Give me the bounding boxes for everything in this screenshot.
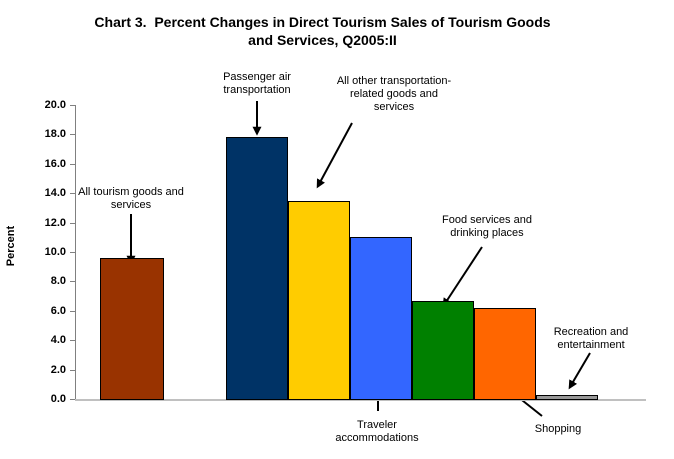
y-tick-label: 14.0 xyxy=(44,187,66,200)
annotation-line: transportation xyxy=(223,84,291,96)
y-tick-label: 0.0 xyxy=(50,393,66,405)
y-tick-mark xyxy=(70,399,75,400)
y-tick-label: 8.0 xyxy=(50,275,66,288)
annotation-line: All other transportation- xyxy=(336,75,452,87)
annotation-line: related goods and xyxy=(349,88,439,100)
bar-2 xyxy=(226,137,288,400)
chart-title-line-1: Chart 3. Percent Changes in Direct Touri… xyxy=(94,14,551,30)
bar-7 xyxy=(536,395,598,400)
x-axis-line xyxy=(75,399,646,401)
annotation-line: accommodations xyxy=(335,432,419,444)
y-tick-label: 12.0 xyxy=(44,216,66,229)
annotation-6: Shopping xyxy=(535,423,582,436)
annotation-line: Food services and xyxy=(442,214,532,226)
y-tick-mark xyxy=(70,222,75,224)
y-tick-mark xyxy=(70,281,75,283)
y-tick-mark xyxy=(70,193,75,195)
y-tick-label: 2.0 xyxy=(50,363,66,376)
annotation-3: All other transportation-related goods a… xyxy=(337,75,451,114)
y-tick-mark xyxy=(70,340,75,342)
annotation-line: Recreation and xyxy=(553,326,629,338)
annotation-line: services xyxy=(373,101,415,113)
annotation-7: Recreation and entertainment xyxy=(554,326,629,352)
y-tick-mark xyxy=(70,105,75,106)
y-tick-label: 6.0 xyxy=(50,304,66,317)
y-tick-label: 10.0 xyxy=(44,246,66,258)
annotation-arrow-7 xyxy=(568,352,591,390)
y-tick-label: 4.0 xyxy=(50,334,66,347)
bar-4 xyxy=(350,237,412,400)
bar-6 xyxy=(474,308,536,400)
annotation-line: drinking places xyxy=(450,227,524,239)
chart-title: Chart 3. Percent Changes in Direct Touri… xyxy=(0,13,645,49)
y-tick-mark xyxy=(70,163,75,165)
annotation-line: services xyxy=(110,199,152,211)
bar-3 xyxy=(288,201,350,400)
bar-5 xyxy=(412,301,474,400)
y-tick-mark xyxy=(70,134,75,136)
annotation-2: Passenger air transportation xyxy=(223,71,291,97)
annotation-1: All tourism goods and services xyxy=(78,186,184,212)
y-tick-mark xyxy=(70,252,75,253)
annotation-arrow-5 xyxy=(442,246,483,308)
annotation-line: Shopping xyxy=(534,423,582,435)
y-tick-label: 16.0 xyxy=(44,157,66,170)
chart-title-line-2: and Services, Q2005:II xyxy=(248,32,397,48)
bar-1 xyxy=(100,258,164,400)
y-tick-label: 20.0 xyxy=(44,99,66,111)
y-axis-title: Percent xyxy=(5,225,17,267)
annotation-line: Traveler xyxy=(357,419,397,431)
annotation-5: Food services and drinking places xyxy=(442,214,532,240)
annotation-line: Passenger air xyxy=(223,71,291,83)
y-tick-mark xyxy=(70,310,75,312)
y-axis-line xyxy=(75,105,76,399)
annotation-arrow-3 xyxy=(316,122,353,189)
y-tick-mark xyxy=(70,369,75,371)
annotation-4: Traveler accommodations xyxy=(335,419,418,445)
annotation-line: entertainment xyxy=(557,339,625,351)
y-tick-label: 18.0 xyxy=(44,128,66,141)
annotation-line: All tourism goods and xyxy=(78,186,184,198)
